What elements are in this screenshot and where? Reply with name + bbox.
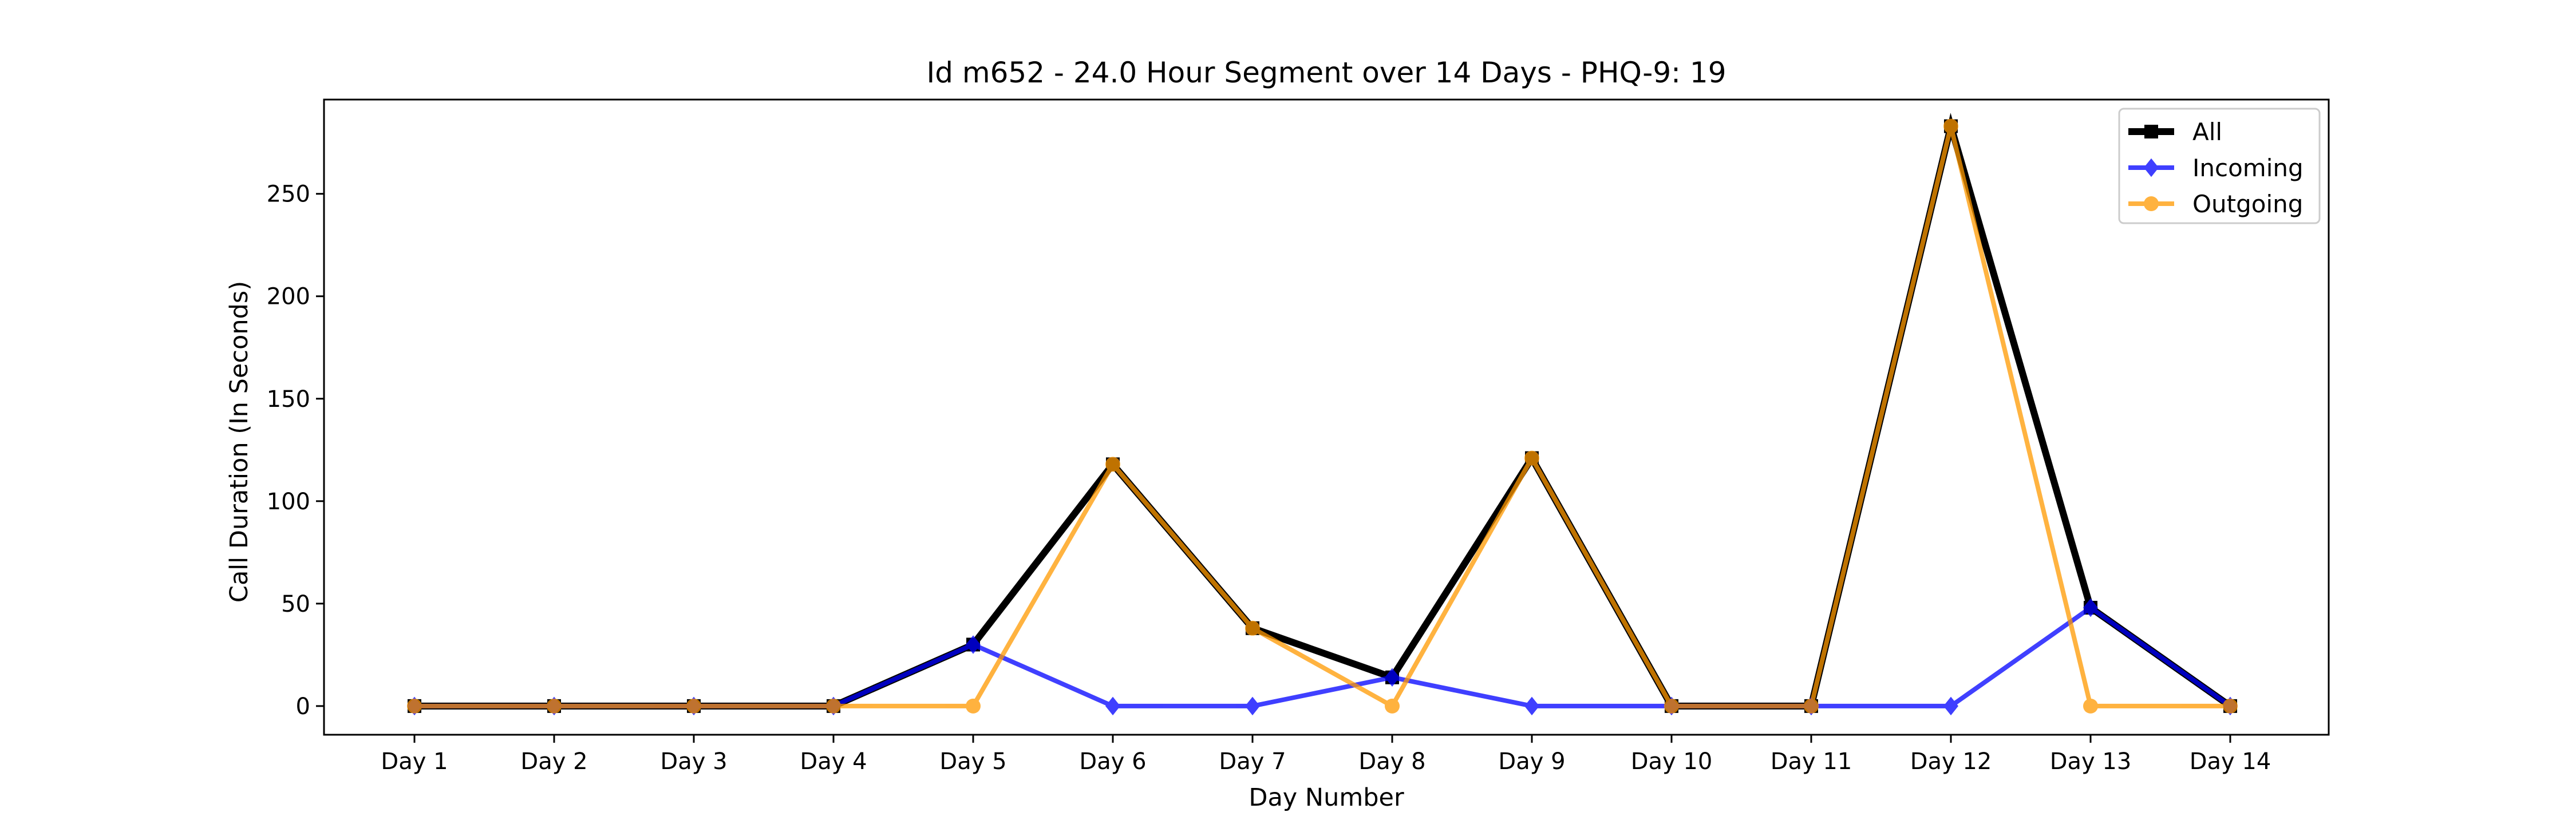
y-tick-label: 100 [267, 489, 310, 515]
data-point-outgoing [1664, 698, 1679, 714]
x-tick-label: Day 8 [1358, 748, 1425, 775]
data-point-outgoing [407, 698, 422, 714]
legend-label-outgoing: Outgoing [2192, 190, 2303, 218]
y-tick-label: 250 [267, 181, 310, 208]
data-point-incoming [1105, 696, 1120, 716]
x-tick-label: Day 12 [1910, 748, 1992, 775]
data-point-outgoing [686, 698, 701, 714]
series-line-outgoing [414, 125, 2230, 710]
data-point-outgoing [826, 698, 841, 714]
x-tick-label: Day 3 [660, 748, 727, 775]
legend-item-outgoing [2128, 196, 2174, 211]
x-tick-label: Day 13 [2050, 748, 2132, 775]
x-tick-label: Day 14 [2190, 748, 2271, 775]
legend-item-all [2128, 125, 2174, 138]
data-point-outgoing [1804, 698, 1819, 714]
series-layer [407, 113, 2238, 716]
series-line-incoming [414, 605, 2232, 708]
data-point-outgoing [1385, 698, 1400, 714]
legend-swatch-marker-all [2144, 125, 2158, 138]
legend-swatch-marker-outgoing [2144, 196, 2159, 211]
y-axis-ticks: 0 50 100 150 200 250 [267, 181, 324, 720]
series-outgoing [407, 118, 2238, 714]
x-axis-label: Day Number [1249, 783, 1404, 812]
legend: All Incoming Outgoing [2118, 108, 2321, 224]
series-line-all [414, 113, 2233, 710]
data-point-outgoing [2083, 698, 2098, 714]
x-tick-label: Day 7 [1219, 748, 1286, 775]
series-incoming [407, 598, 2238, 716]
x-tick-label: Day 9 [1498, 748, 1565, 775]
x-tick-label: Day 2 [520, 748, 587, 775]
data-point-outgoing [1943, 118, 1958, 134]
y-tick-label: 50 [281, 591, 310, 617]
data-point-outgoing [2223, 698, 2238, 714]
data-point-incoming [1385, 668, 1400, 687]
data-point-outgoing [1105, 457, 1120, 472]
x-tick-label: Day 11 [1771, 748, 1852, 775]
data-point-outgoing [547, 698, 562, 714]
data-point-outgoing [966, 698, 981, 714]
legend-label-all: All [2192, 118, 2222, 146]
x-axis-ticks: Day 1 Day 2 Day 3 Day 4 Day 5 Day 6 Day 7 Day 8… [381, 735, 2271, 775]
data-point-incoming [966, 635, 981, 654]
x-tick-label: Day 4 [800, 748, 867, 775]
legend-item-incoming [2128, 158, 2174, 177]
legend-frame [2118, 108, 2321, 224]
data-point-incoming [2083, 598, 2098, 617]
y-tick-label: 200 [267, 284, 310, 310]
x-tick-label: Day 6 [1079, 748, 1146, 775]
data-point-incoming [1245, 696, 1260, 716]
y-tick-label: 0 [296, 694, 310, 720]
x-tick-label: Day 5 [939, 748, 1006, 775]
data-point-outgoing [1245, 620, 1260, 636]
x-tick-label: Day 10 [1631, 748, 1713, 775]
y-tick-label: 150 [267, 386, 310, 413]
data-point-incoming [1524, 696, 1539, 716]
series-all [408, 113, 2237, 713]
chart-title: Id m652 - 24.0 Hour Segment over 14 Days… [926, 56, 1726, 89]
data-point-incoming [1943, 696, 1958, 716]
plot-area-frame [323, 98, 2330, 736]
legend-label-incoming: Incoming [2192, 154, 2304, 182]
legend-swatch-marker-incoming [2144, 158, 2159, 177]
x-tick-label: Day 1 [381, 748, 448, 775]
data-point-outgoing [1524, 450, 1539, 466]
y-axis-label: Call Duration (In Seconds) [225, 281, 254, 603]
